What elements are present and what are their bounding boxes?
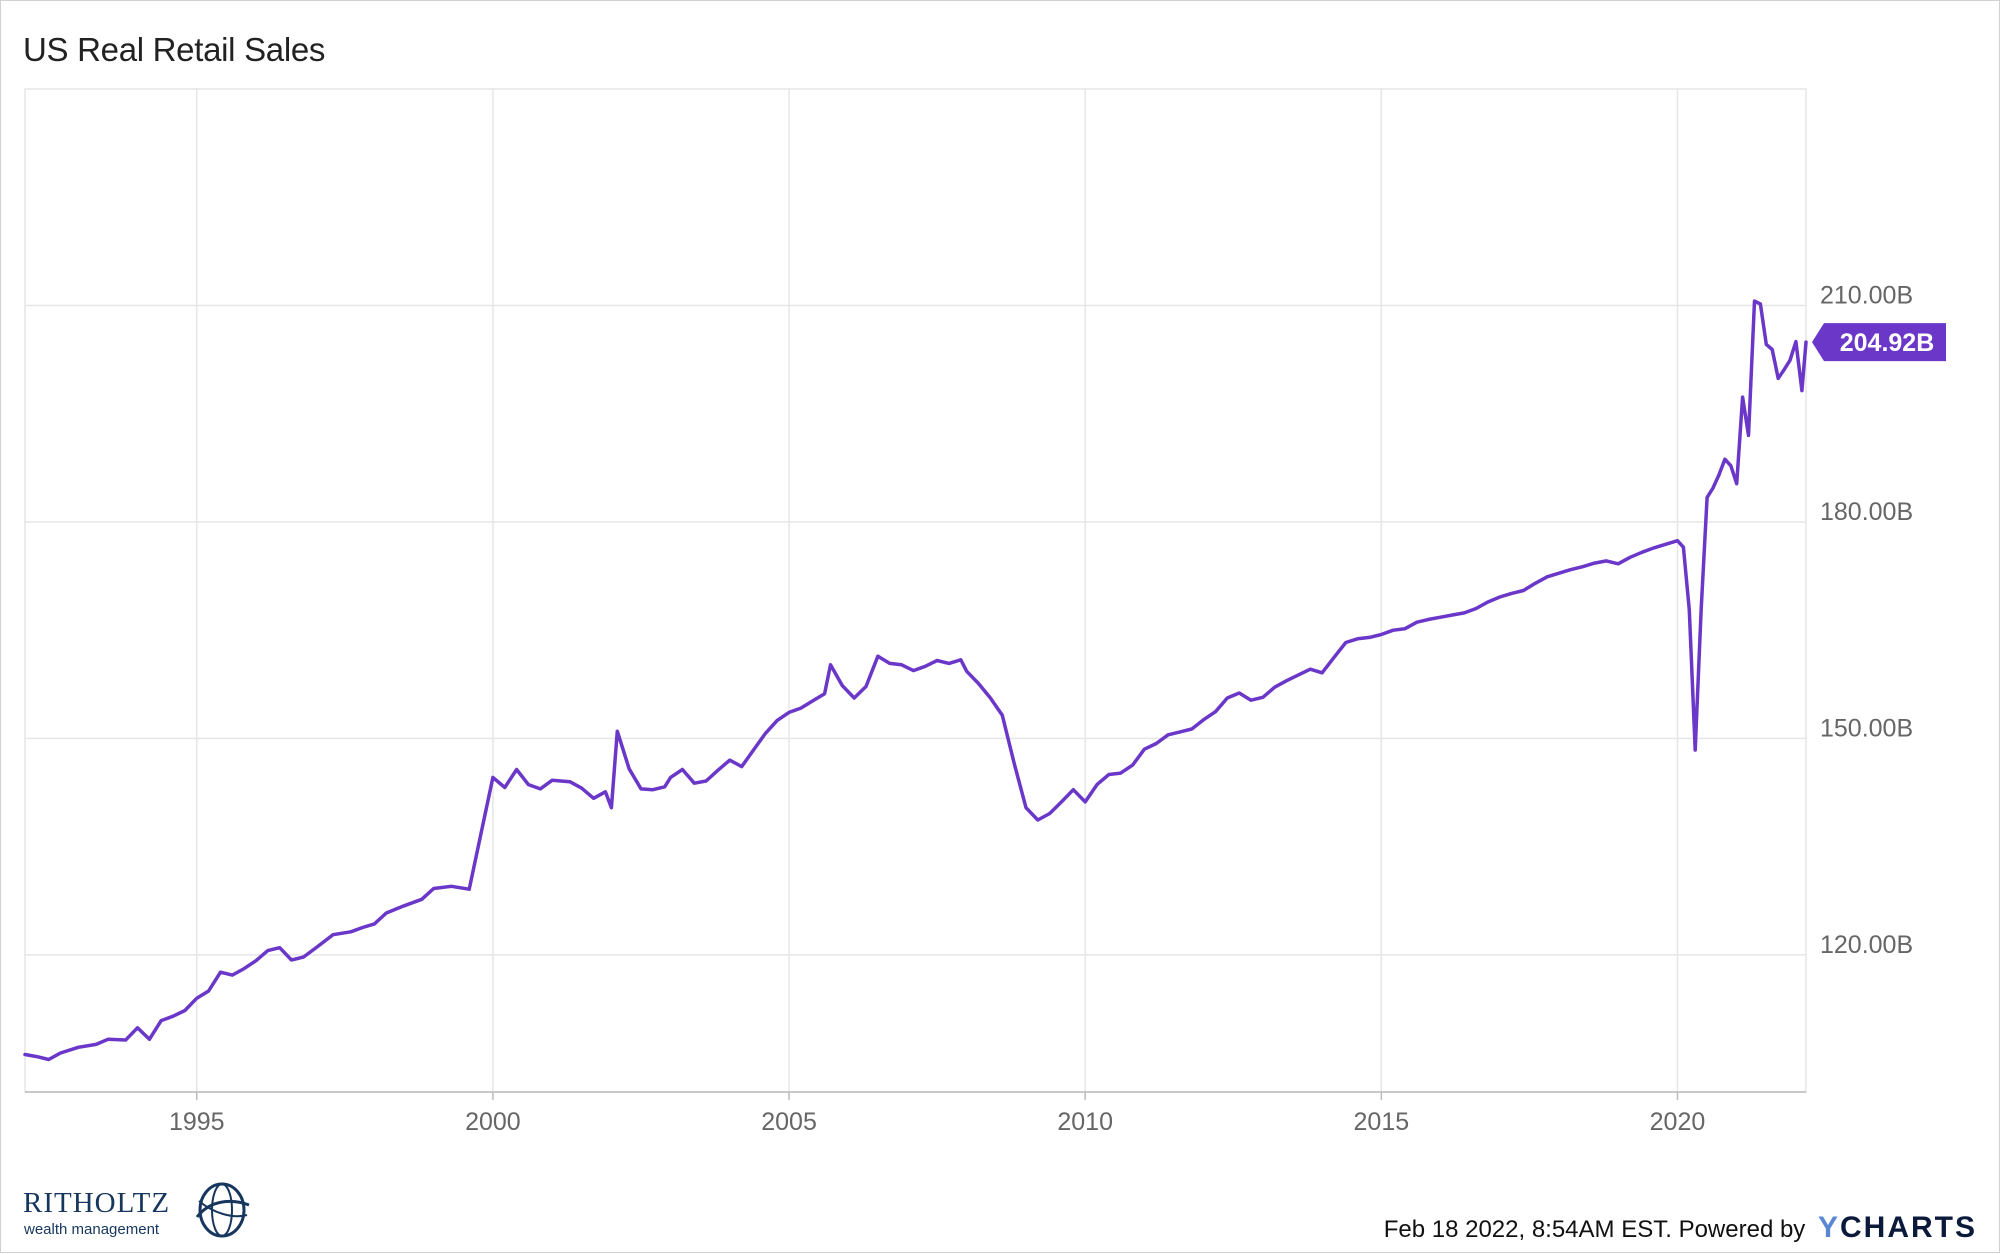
footer-powered-by: Powered by <box>1678 1216 1806 1243</box>
label-layer: 1995 2000 2005 2010 2015 2020 120.00B 150.00B 18… <box>169 281 1946 1136</box>
series-line <box>23 299 1808 1062</box>
x-tick-label: 2020 <box>1650 1108 1706 1136</box>
x-tick-label: 2005 <box>761 1108 817 1136</box>
x-tick-label: 2000 <box>465 1108 521 1136</box>
ycharts-logo[interactable]: YCHARTS <box>1818 1211 1977 1244</box>
last-value-label: 204.92B <box>1840 329 1935 357</box>
plot-border <box>24 88 1807 1093</box>
ritholtz-logo: RITHOLTZ wealth management <box>23 1182 253 1247</box>
series-layer <box>23 299 1808 1062</box>
y-tick-label: 150.00B <box>1820 714 1913 742</box>
y-tick-label: 180.00B <box>1820 498 1913 526</box>
ycharts-logo-y: Y <box>1817 1211 1840 1244</box>
y-tick-label: 120.00B <box>1820 931 1913 959</box>
logo-name: RITHOLTZ <box>23 1187 171 1219</box>
logo-subtitle: wealth management <box>24 1221 160 1238</box>
ycharts-logo-rest: CHARTS <box>1840 1211 1977 1244</box>
x-tick-label: 2010 <box>1057 1108 1113 1136</box>
x-tick-label: 2015 <box>1354 1108 1410 1136</box>
y-tick-label: 210.00B <box>1820 281 1913 309</box>
x-tick-label: 1995 <box>169 1108 225 1136</box>
footer-timestamp: Feb 18 2022, 8:54AM EST. <box>1383 1216 1672 1243</box>
last-value-flag <box>1812 323 1946 362</box>
chart-title: US Real Retail Sales <box>23 31 326 68</box>
axis-layer <box>25 1091 1806 1100</box>
footer-attribution: Feb 18 2022, 8:54AM EST. Powered by YCHA… <box>1384 1211 1977 1245</box>
grid-layer <box>24 88 1807 1093</box>
globe-emblem-icon <box>195 1182 250 1238</box>
